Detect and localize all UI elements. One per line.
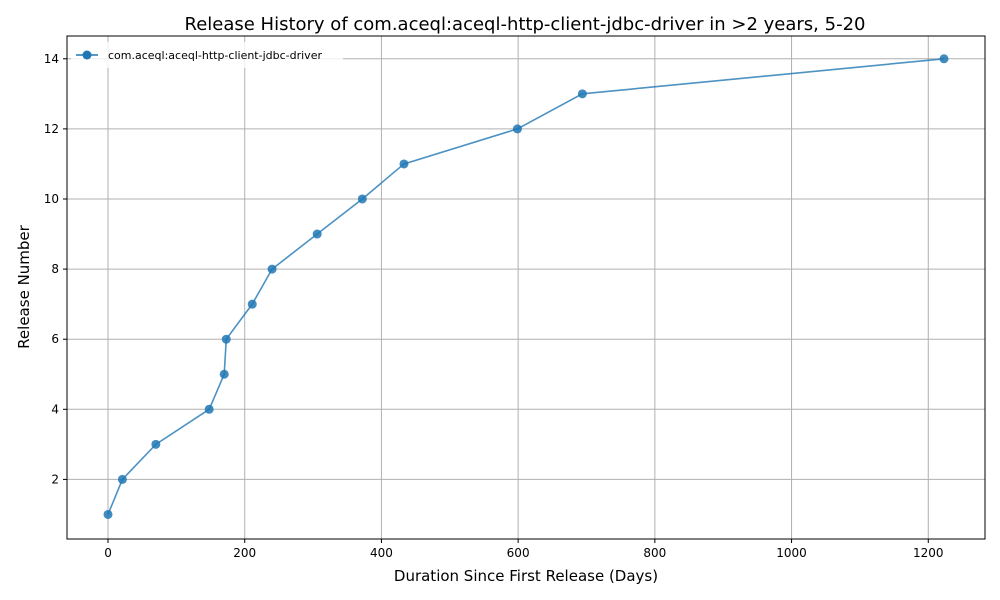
data-point [357, 194, 367, 204]
legend-marker-sample [82, 50, 92, 60]
grid [67, 36, 985, 539]
y-tick-label: 10 [44, 192, 59, 206]
legend-entry-label: com.aceql:aceql-http-client-jdbc-driver [108, 49, 322, 62]
data-point [221, 334, 231, 344]
y-tick-label: 6 [51, 332, 59, 346]
y-tick-label: 4 [51, 402, 59, 416]
x-tick-label: 1200 [913, 546, 944, 560]
y-tick-label: 8 [51, 262, 59, 276]
data-point [577, 89, 587, 99]
data-point [117, 474, 127, 484]
y-tick-label: 14 [44, 52, 59, 66]
y-axis-ticks: 2 4 6 8 10 12 14 [44, 52, 67, 486]
legend-box [71, 42, 343, 68]
y-tick-label: 12 [44, 122, 59, 136]
x-tick-label: 600 [507, 546, 530, 560]
x-axis-label: Duration Since First Release (Days) [394, 567, 658, 585]
data-point [151, 439, 161, 449]
data-point [103, 509, 113, 519]
data-point [204, 404, 214, 414]
x-tick-label: 200 [233, 546, 256, 560]
data-point [399, 159, 409, 169]
x-tick-label: 400 [370, 546, 393, 560]
y-axis-label: Release Number [15, 224, 33, 348]
data-point [939, 54, 949, 64]
data-point [267, 264, 277, 274]
x-tick-label: 800 [643, 546, 666, 560]
data-point [512, 124, 522, 134]
series-layer [103, 54, 949, 519]
plot-frame [66, 35, 986, 540]
legend: com.aceql:aceql-http-client-jdbc-driver [71, 42, 343, 68]
data-point [247, 299, 257, 309]
data-point [312, 229, 322, 239]
x-tick-label: 0 [104, 546, 112, 560]
series-line [107, 57, 945, 515]
y-tick-label: 2 [51, 472, 59, 486]
chart-title: Release History of com.aceql:aceql-http-… [185, 14, 866, 35]
x-tick-label: 1000 [776, 546, 807, 560]
x-axis-ticks: 0 200 400 600 800 1000 1200 [104, 539, 944, 560]
data-point [219, 369, 229, 379]
